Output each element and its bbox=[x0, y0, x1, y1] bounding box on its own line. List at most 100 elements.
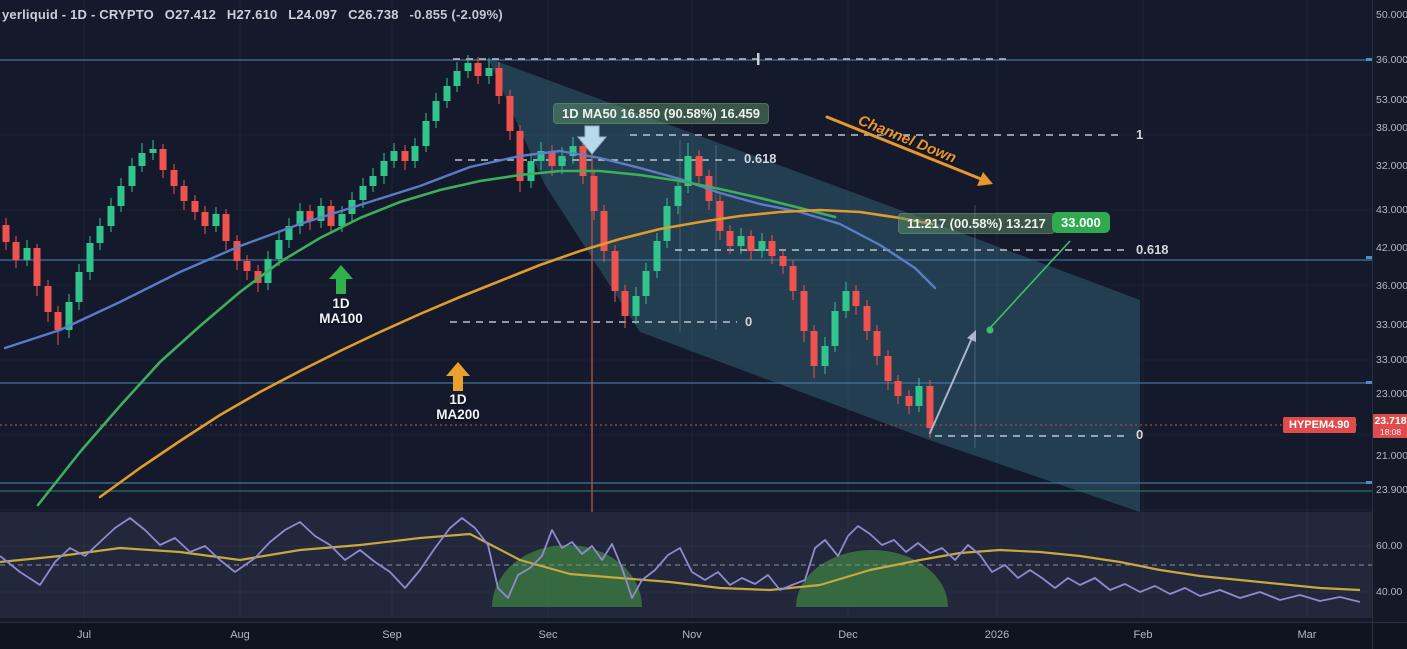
channel-down-arrow[interactable] bbox=[825, 115, 993, 186]
candle-body bbox=[149, 149, 157, 153]
indicator-signal-line[interactable] bbox=[0, 532, 1361, 592]
fib-level-0-low-label[interactable]: 0 bbox=[1136, 427, 1144, 442]
candle-body bbox=[422, 121, 430, 146]
candle-body bbox=[306, 211, 314, 221]
target-connector-line[interactable] bbox=[989, 240, 1071, 329]
ma100-label-line2: MA100 bbox=[319, 311, 363, 326]
ma200-line[interactable] bbox=[98, 208, 934, 499]
price-axis-label: 32.000 bbox=[1376, 160, 1407, 172]
candlestick-series bbox=[2, 55, 934, 438]
candle-body bbox=[810, 331, 818, 366]
candle-body bbox=[926, 386, 934, 428]
candle-body bbox=[726, 231, 734, 246]
candle-body bbox=[537, 151, 545, 161]
fib-end-tick bbox=[757, 53, 760, 65]
candle-body bbox=[485, 68, 493, 76]
candle-body bbox=[884, 356, 892, 381]
candle-body bbox=[432, 101, 440, 121]
ma100-annotation[interactable]: 1D MA100 bbox=[311, 296, 371, 326]
price-axis-label: 21.000 bbox=[1376, 450, 1407, 462]
candle-body bbox=[233, 241, 241, 261]
time-axis-label: Aug bbox=[230, 629, 250, 641]
indicator-dome-shape[interactable] bbox=[492, 545, 642, 607]
candle-body bbox=[768, 241, 776, 256]
fib-level-0-mid-label[interactable]: 0 bbox=[745, 314, 753, 329]
candle-body bbox=[590, 176, 598, 211]
price-axis-label: 36.000 bbox=[1376, 280, 1407, 292]
candle-body bbox=[180, 186, 188, 201]
candle-body bbox=[548, 151, 556, 166]
measurement-badge[interactable]: 11.217 (00.58%) 13.217 bbox=[898, 213, 1055, 234]
candle-body bbox=[222, 214, 230, 241]
candle-body bbox=[390, 151, 398, 161]
candle-body bbox=[12, 242, 20, 260]
axis-tick-marker bbox=[1366, 481, 1372, 484]
candle-body bbox=[495, 68, 503, 96]
ticker-price-flag[interactable]: HYPEM4.90 bbox=[1283, 417, 1356, 433]
ma50-indicator-badge[interactable]: 1D MA50 16.850 (90.58%) 16.459 bbox=[553, 103, 770, 124]
candle-body bbox=[506, 96, 514, 131]
indicator-main-line[interactable] bbox=[0, 517, 1361, 603]
candle-body bbox=[327, 206, 335, 226]
candle-body bbox=[747, 236, 755, 251]
ma50-down-arrow-icon[interactable] bbox=[576, 125, 608, 155]
candle-body bbox=[863, 306, 871, 331]
fib-level-618-mid-label[interactable]: 0.618 bbox=[1136, 242, 1169, 257]
candle-body bbox=[758, 241, 766, 251]
target-dot[interactable] bbox=[986, 326, 994, 334]
candle-body bbox=[789, 266, 797, 291]
indicator-dome-shape[interactable] bbox=[796, 550, 948, 607]
candle-body bbox=[653, 241, 661, 271]
price-axis-label: 33.000 bbox=[1376, 354, 1407, 366]
ma200-up-arrow-icon[interactable] bbox=[446, 362, 470, 391]
candle-body bbox=[338, 214, 346, 226]
ohlc-close: C26.738 bbox=[348, 7, 399, 22]
candle-body bbox=[894, 381, 902, 396]
price-axis[interactable]: 23.718 18:08 50.000 36.000 53.000 38.000 32.… bbox=[1372, 0, 1407, 648]
price-axis-label: 50.000 bbox=[1376, 9, 1407, 21]
candle-body bbox=[915, 386, 923, 406]
projection-arrow[interactable] bbox=[929, 330, 976, 434]
candle-body bbox=[44, 286, 52, 312]
candle-body bbox=[296, 211, 304, 226]
symbol-header[interactable]: yerliquid - 1D - CRYPTO O27.412 H27.610 … bbox=[2, 7, 510, 22]
fib-level-1-label[interactable]: 1 bbox=[1136, 127, 1144, 142]
candle-body bbox=[2, 225, 10, 242]
price-axis-label: 23.000 bbox=[1376, 388, 1407, 400]
candle-body bbox=[579, 146, 587, 176]
time-axis-label: Nov bbox=[682, 629, 702, 641]
candle-body bbox=[107, 206, 115, 226]
symbol-name[interactable]: yerliquid - 1D - CRYPTO bbox=[2, 7, 154, 22]
candle-body bbox=[86, 243, 94, 272]
candle-body bbox=[170, 170, 178, 186]
fib-level-618-upper-label[interactable]: 0.618 bbox=[744, 151, 777, 166]
price-chart-canvas[interactable] bbox=[0, 0, 1372, 622]
candle-body bbox=[369, 176, 377, 186]
projection-arrow-shaft bbox=[929, 337, 973, 434]
candle-body bbox=[117, 186, 125, 206]
candle-body bbox=[527, 161, 535, 181]
last-price-badge[interactable]: 23.718 18:08 bbox=[1373, 414, 1407, 438]
price-axis-label: 40.00 bbox=[1376, 586, 1403, 598]
candle-body bbox=[54, 312, 62, 330]
candle-body bbox=[737, 236, 745, 246]
candle-body bbox=[275, 240, 283, 259]
price-axis-label: 60.00 bbox=[1376, 540, 1403, 552]
ohlc-low: L24.097 bbox=[288, 7, 338, 22]
candle-body bbox=[831, 311, 839, 346]
target-price-badge[interactable]: 33.000 bbox=[1052, 212, 1110, 233]
candle-body bbox=[75, 272, 83, 302]
candle-body bbox=[611, 251, 619, 291]
candle-body bbox=[128, 166, 136, 186]
candle-body bbox=[558, 156, 566, 166]
candle-body bbox=[23, 248, 31, 260]
ma200-annotation[interactable]: 1D MA200 bbox=[428, 392, 488, 422]
candle-body bbox=[159, 149, 167, 170]
candle-body bbox=[212, 214, 220, 226]
time-axis[interactable]: Jul Aug Sep Sec Nov Dec 2026 Feb Mar bbox=[0, 622, 1372, 649]
ma100-up-arrow-icon[interactable] bbox=[329, 265, 353, 294]
ma100-line[interactable] bbox=[36, 169, 837, 507]
candle-body bbox=[695, 156, 703, 176]
candle-body bbox=[873, 331, 881, 356]
ma50-line[interactable] bbox=[3, 149, 937, 350]
